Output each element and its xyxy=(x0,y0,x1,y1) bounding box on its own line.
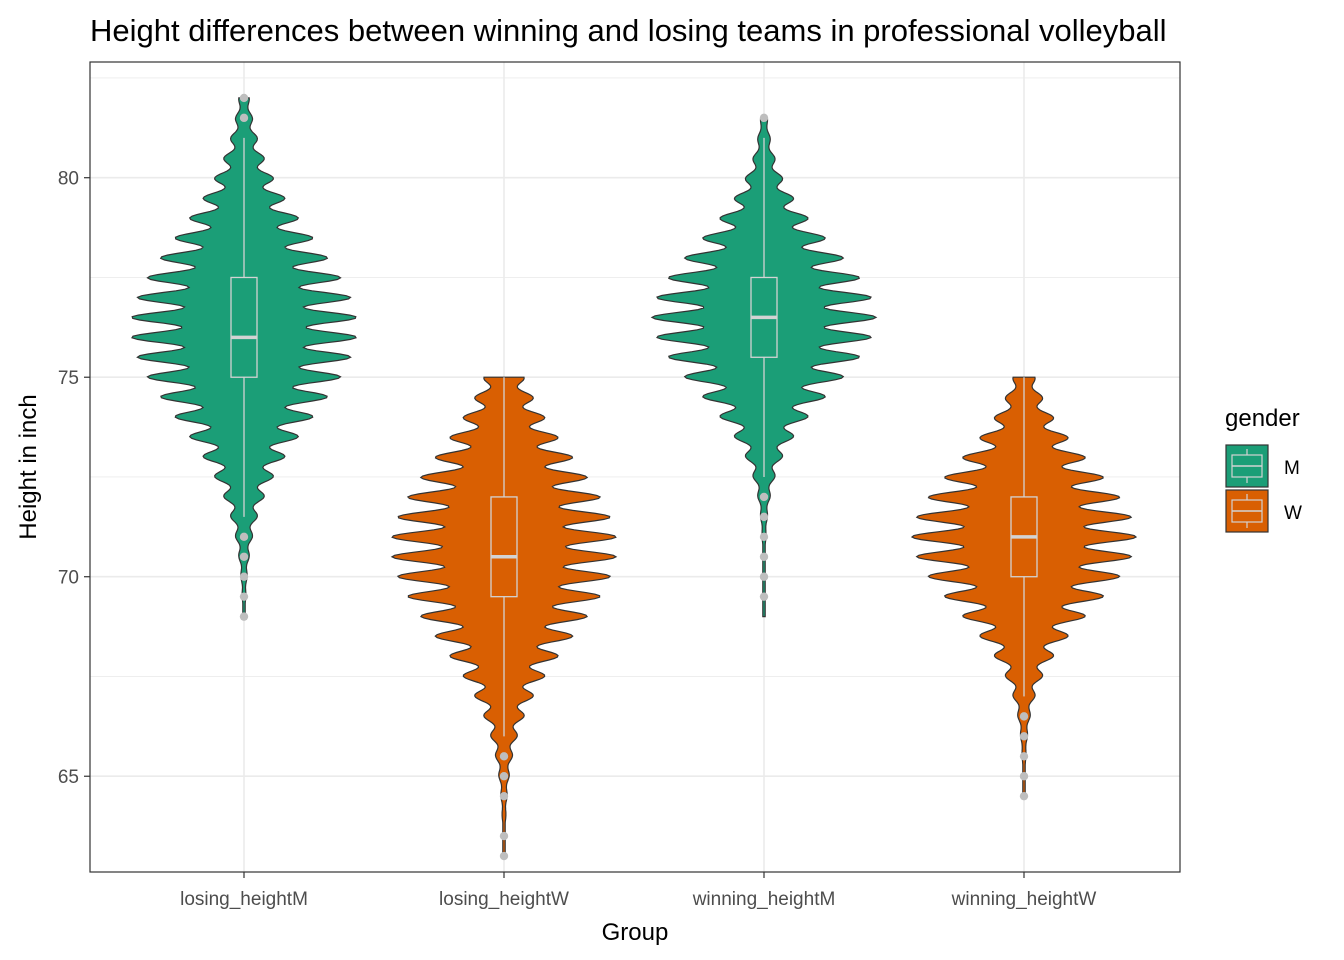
outlier-point xyxy=(239,532,249,542)
outlier-point xyxy=(239,612,249,621)
x-axis: losing_heightM losing_heightW winning_heig… xyxy=(180,872,1096,910)
x-tick-label: winning_heightM xyxy=(692,889,836,910)
chart-title: Height differences between winning and l… xyxy=(90,13,1166,48)
outlier-point xyxy=(499,772,509,781)
outlier-point xyxy=(239,93,249,103)
legend-title: gender xyxy=(1225,405,1300,432)
outlier-point xyxy=(1019,732,1029,741)
outlier-point xyxy=(759,592,769,601)
box-losing_heightW xyxy=(490,496,518,598)
outlier-point xyxy=(759,492,769,502)
outlier-point xyxy=(239,552,249,561)
outlier-point xyxy=(759,552,769,561)
outlier-point xyxy=(1019,791,1029,801)
legend: gender M W xyxy=(1225,405,1302,533)
outlier-point xyxy=(1019,712,1029,721)
panel-border xyxy=(89,61,1181,873)
outlier-point xyxy=(499,851,509,861)
outlier-point xyxy=(759,572,769,581)
outlier-point xyxy=(759,512,769,522)
y-axis: 65 70 75 80 xyxy=(58,169,90,788)
outlier-point xyxy=(499,831,509,841)
legend-label-W: W xyxy=(1284,503,1302,524)
outlier-point xyxy=(499,791,509,801)
outlier-point xyxy=(239,572,249,581)
x-tick-label: losing_heightW xyxy=(439,889,569,910)
outlier-point xyxy=(1019,772,1029,781)
box-losing_heightM xyxy=(230,276,258,378)
y-tick-label: 75 xyxy=(58,368,79,389)
outlier-points xyxy=(239,93,1029,861)
y-axis-title: Height in inch xyxy=(15,394,42,539)
outlier-point xyxy=(759,532,769,542)
legend-label-M: M xyxy=(1284,458,1300,479)
outlier-point xyxy=(1019,752,1029,761)
x-tick-label: winning_heightW xyxy=(951,889,1097,910)
x-axis-title: Group xyxy=(602,919,669,946)
y-tick-label: 65 xyxy=(58,767,79,788)
x-tick-label: losing_heightM xyxy=(180,889,308,910)
y-tick-label: 80 xyxy=(58,169,79,190)
outlier-point xyxy=(239,113,249,123)
y-tick-label: 70 xyxy=(58,568,79,589)
outlier-point xyxy=(239,592,249,601)
outlier-point xyxy=(499,752,509,761)
boxplots xyxy=(230,137,1038,737)
outlier-point xyxy=(759,113,769,123)
